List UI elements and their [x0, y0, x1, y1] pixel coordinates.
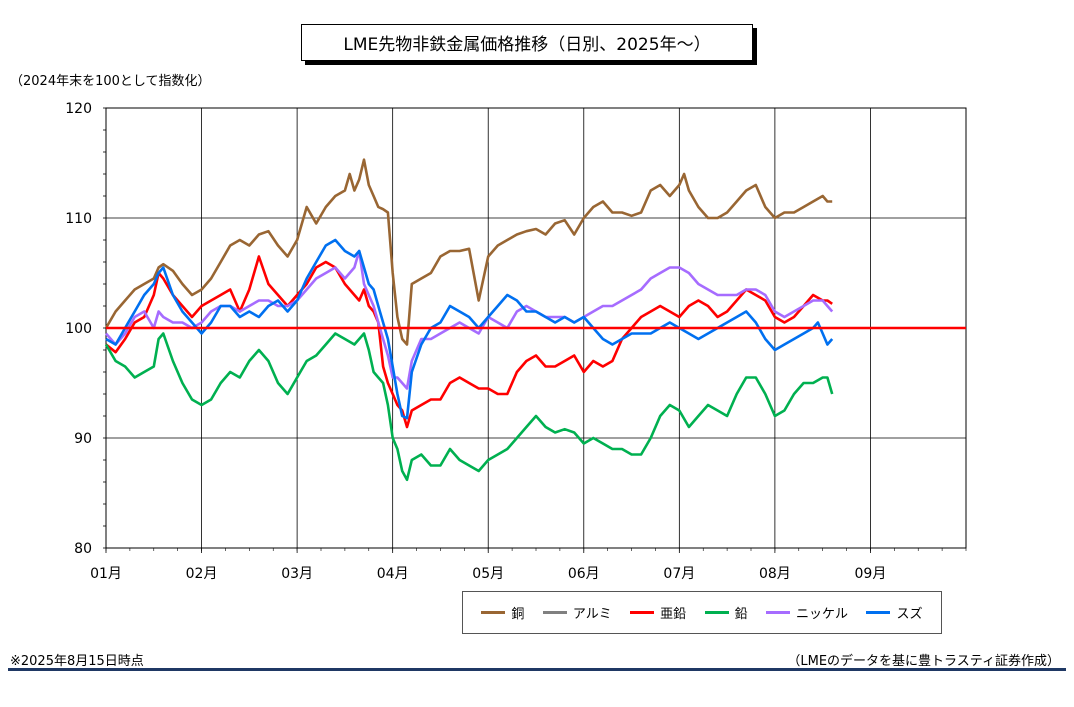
legend-item: 鉛: [704, 603, 748, 622]
legend-item: アルミ: [542, 603, 612, 622]
x-tick-label: 07月: [663, 566, 695, 582]
legend-label: アルミ: [572, 607, 612, 622]
x-tick-label: 03月: [281, 566, 313, 582]
chart-legend: 銅 アルミ 亜鉛 鉛 ニッケル スズ: [462, 591, 942, 634]
chart-title-text: LME先物非鉄金属価格推移（日別、2025年～）: [343, 35, 711, 55]
legend-swatch: [766, 611, 791, 614]
y-tick-label: 80: [74, 541, 92, 557]
legend-label: スズ: [896, 607, 923, 622]
x-tick-label: 01月: [90, 566, 122, 582]
legend-swatch: [542, 611, 567, 614]
footnote-date: ※2025年8月15日時点: [10, 654, 144, 669]
x-tick-label: 06月: [568, 566, 600, 582]
series-line-銅: [104, 158, 833, 346]
legend-label: 銅: [511, 607, 525, 622]
legend-swatch: [866, 611, 891, 614]
legend-item: ニッケル: [766, 603, 848, 622]
y-tick-label: 90: [74, 431, 92, 447]
x-tick-label: 02月: [186, 566, 218, 582]
footnote-source: （LMEのデータを基に豊トラスティ証券作成）: [787, 654, 1060, 669]
legend-swatch: [704, 611, 729, 614]
chart-title: LME先物非鉄金属価格推移（日別、2025年～）: [301, 24, 753, 61]
y-tick-label: 110: [65, 211, 92, 227]
chart-series: [104, 158, 966, 482]
x-tick-label: 09月: [855, 566, 887, 582]
unit-note: （2024年末を100として指数化）: [10, 74, 211, 89]
legend-item: スズ: [866, 603, 922, 622]
chart-axes: 80 90 100 110 120 01月 02月 03月 04月 05月 06月 07月 08月 09月: [65, 101, 967, 582]
x-tick-label: 04月: [377, 566, 409, 582]
x-tick-label: 08月: [759, 566, 791, 582]
legend-swatch: [481, 611, 506, 614]
legend-item: 亜鉛: [630, 603, 686, 622]
bottom-divider: [8, 668, 1066, 671]
legend-label: ニッケル: [796, 607, 849, 622]
legend-swatch: [630, 611, 655, 614]
series-line-亜鉛: [105, 255, 833, 429]
y-tick-label: 120: [65, 101, 92, 117]
x-tick-label: 05月: [472, 566, 504, 582]
legend-label: 亜鉛: [660, 607, 687, 622]
y-tick-label: 100: [65, 321, 92, 337]
legend-item: 銅: [481, 603, 524, 622]
legend-label: 鉛: [734, 607, 748, 622]
series-line-鉛: [104, 332, 834, 482]
